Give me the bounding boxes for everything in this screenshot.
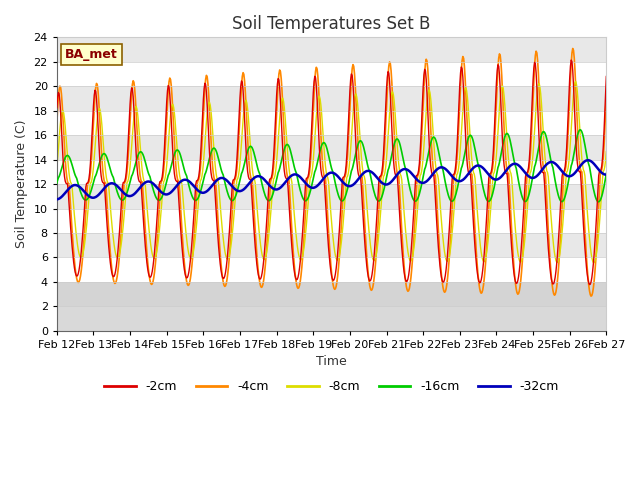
Bar xyxy=(57,282,606,306)
Bar xyxy=(57,135,606,160)
Bar xyxy=(57,86,606,111)
Bar xyxy=(57,37,606,62)
Bar xyxy=(57,282,606,331)
Text: BA_met: BA_met xyxy=(65,48,118,61)
Y-axis label: Soil Temperature (C): Soil Temperature (C) xyxy=(15,120,28,248)
Title: Soil Temperatures Set B: Soil Temperatures Set B xyxy=(232,15,431,33)
X-axis label: Time: Time xyxy=(316,355,347,369)
Legend: -2cm, -4cm, -8cm, -16cm, -32cm: -2cm, -4cm, -8cm, -16cm, -32cm xyxy=(99,375,564,398)
Bar xyxy=(57,184,606,208)
Bar xyxy=(57,233,606,257)
